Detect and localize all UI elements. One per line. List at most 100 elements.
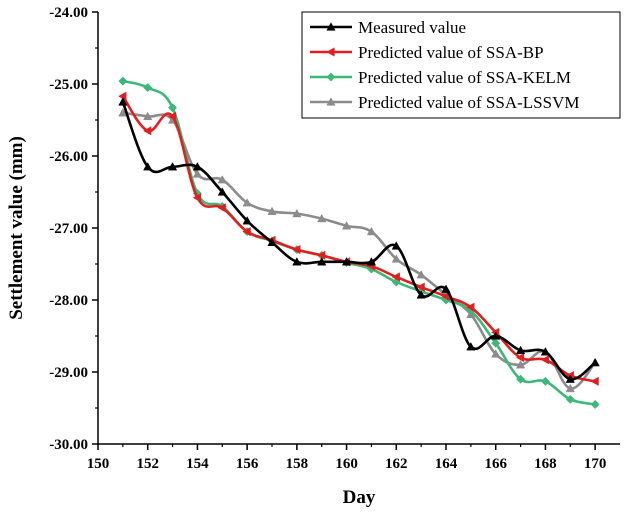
data-point [540, 376, 550, 386]
data-point [292, 244, 301, 255]
y-tick-label: -27.00 [49, 221, 88, 237]
data-point [341, 257, 352, 266]
data-point [391, 272, 400, 282]
data-point [391, 254, 401, 263]
y-tick-label: -30.00 [49, 437, 88, 453]
data-point [366, 226, 377, 236]
data-point [267, 237, 277, 247]
data-point [416, 290, 426, 299]
data-point [466, 302, 475, 312]
series-line [121, 100, 597, 381]
x-tick-label: 168 [534, 456, 557, 472]
data-point [491, 338, 501, 348]
series-1 [118, 91, 599, 386]
data-point [515, 345, 526, 355]
data-point [118, 108, 128, 117]
legend-item: Measured value [310, 18, 466, 37]
data-point [590, 357, 600, 367]
data-point [167, 111, 177, 122]
data-point [217, 187, 227, 196]
data-point [416, 270, 426, 279]
y-axis-ticks: -24.00 -25.00 -26.00 -27.00 -28.00 -29.00 -30.… [49, 5, 98, 453]
data-point [565, 383, 575, 393]
data-point [118, 76, 128, 86]
data-point [242, 226, 251, 237]
data-point [515, 360, 526, 369]
data-point [491, 331, 501, 340]
series-3 [118, 108, 600, 393]
legend-label: Predicted value of SSA-LSSVM [358, 93, 579, 112]
data-point [391, 241, 401, 250]
x-tick-label: 158 [286, 456, 309, 472]
x-tick-label: 170 [584, 456, 607, 472]
legend-item: Predicted value of SSA-KELM [310, 68, 571, 87]
legend-box [301, 11, 621, 119]
data-point [590, 399, 600, 409]
data-point [167, 162, 178, 171]
data-point [565, 394, 575, 404]
data-point [192, 162, 203, 171]
data-point [491, 349, 501, 358]
legend-label: Predicted value of SSA-KELM [358, 68, 571, 87]
data-point [317, 213, 327, 223]
data-point [143, 111, 153, 121]
data-series [118, 76, 600, 409]
data-point [192, 193, 202, 203]
series-line [121, 94, 597, 383]
legend-marker [326, 72, 336, 82]
legend-marker [326, 22, 336, 31]
x-tick-label: 160 [335, 456, 358, 472]
data-point [143, 83, 153, 93]
data-point [292, 208, 302, 218]
data-point [515, 352, 525, 363]
x-tick-label: 154 [186, 456, 209, 472]
series-line [121, 111, 597, 390]
x-tick-label: 162 [385, 456, 408, 472]
data-point [142, 126, 152, 136]
data-point [168, 103, 178, 113]
legend-marker [326, 97, 336, 106]
data-point [565, 374, 575, 383]
data-point [466, 342, 476, 351]
legend-marker [326, 47, 335, 57]
data-point [516, 374, 526, 384]
x-tick-label: 150 [87, 456, 110, 472]
y-axis-title: Settlement value (mm) [6, 136, 27, 320]
x-tick-label: 156 [236, 456, 259, 472]
x-axis-title: Day [343, 487, 376, 508]
legend-item: Predicted value of SSA-LSSVM [310, 93, 579, 112]
y-tick-label: -25.00 [49, 77, 88, 93]
data-point [341, 221, 352, 230]
data-point [217, 203, 226, 213]
data-point [143, 162, 153, 171]
data-point [242, 198, 252, 207]
data-point [267, 206, 277, 216]
legend-item: Predicted value of SSA-BP [310, 43, 544, 62]
data-point [242, 216, 252, 225]
data-point [217, 175, 227, 184]
data-point [316, 250, 326, 260]
data-point [192, 169, 203, 178]
x-tick-label: 164 [435, 456, 458, 472]
data-point [540, 355, 550, 365]
data-point [317, 257, 327, 266]
y-tick-label: -24.00 [49, 5, 88, 21]
x-tick-label: 166 [484, 456, 507, 472]
data-point [416, 282, 425, 292]
x-axis-ticks: 150 152 154 156 158 160 162 164 166 168 170 [87, 444, 607, 472]
legend: Measured value Predicted value of SSA-BP P… [301, 11, 621, 119]
data-point [590, 376, 599, 386]
data-point [441, 284, 451, 293]
y-tick-label: -29.00 [49, 365, 88, 381]
legend-label: Predicted value of SSA-BP [358, 43, 544, 62]
y-tick-label: -26.00 [49, 149, 88, 165]
x-tick-label: 152 [136, 456, 159, 472]
data-point [118, 97, 128, 106]
data-point [366, 257, 377, 266]
data-point [540, 347, 551, 356]
y-tick-label: -28.00 [49, 293, 88, 309]
data-point [292, 257, 302, 266]
legend-label: Measured value [358, 18, 466, 37]
